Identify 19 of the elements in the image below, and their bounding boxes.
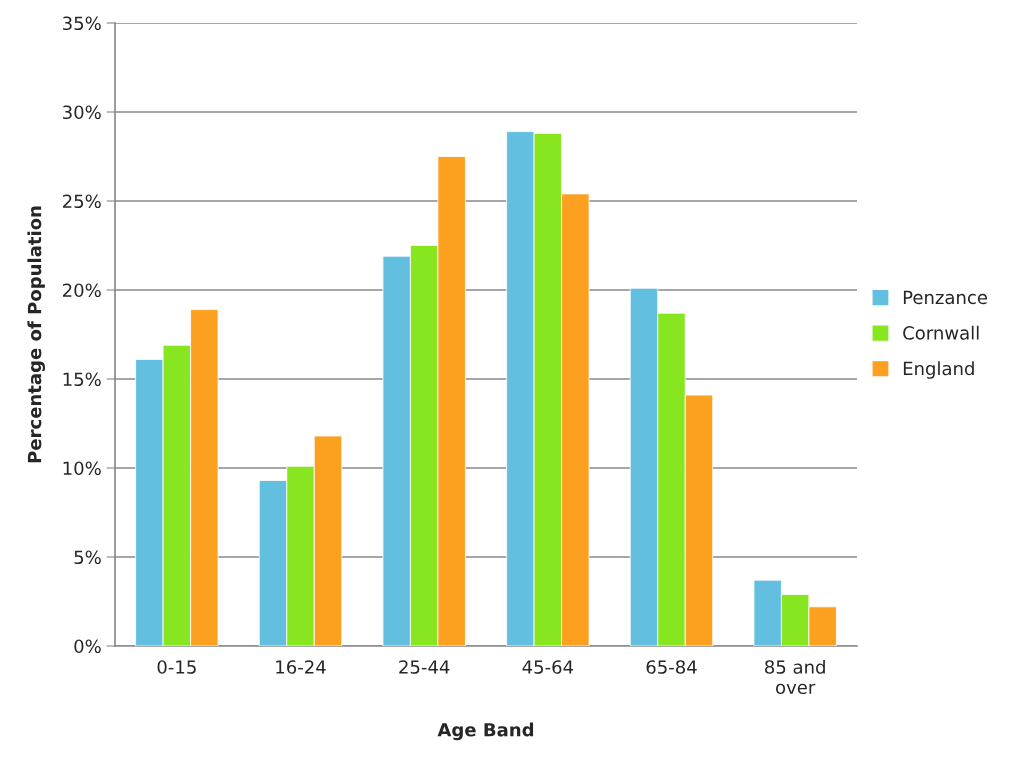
x-tick-label: 65-84 [646, 660, 697, 674]
x-tick-label: 25-44 [399, 660, 450, 674]
y-tick-label: 10% [63, 461, 101, 476]
x-tick-label: 45-64 [522, 660, 574, 674]
x-tick-label: 16-24 [276, 660, 326, 674]
x-tick-label: 0-15 [157, 660, 196, 674]
y-tick-label: 35% [63, 16, 101, 31]
y-tick-label: 5% [74, 550, 101, 565]
y-tick-label: 20% [63, 283, 101, 298]
y-tick-label: 25% [63, 194, 101, 209]
legend-label: Penzance [903, 290, 987, 305]
y-tick-label: 15% [63, 372, 101, 387]
y-tick-label: 0% [74, 639, 101, 654]
legend-label: Cornwall [903, 325, 979, 340]
x-axis-title: Age Band [437, 722, 534, 741]
x-tick-label: 85 and over [765, 659, 825, 695]
y-axis-title: Percentage of Population [27, 206, 46, 463]
legend-label: England [903, 361, 974, 379]
y-tick-label: 30% [63, 105, 101, 120]
